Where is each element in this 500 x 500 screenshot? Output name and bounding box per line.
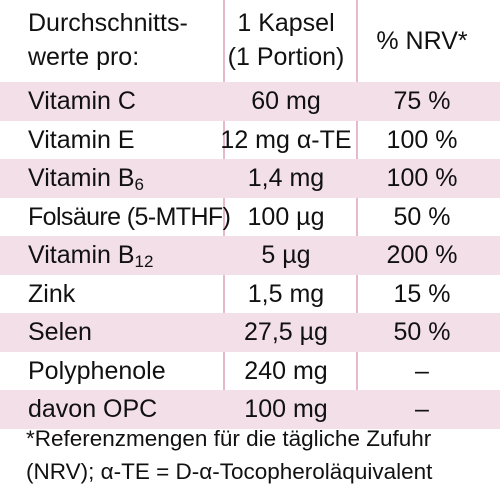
nutrient-nrv: 50 % (393, 202, 451, 231)
footnote-line-2: (NRV); α-TE = D-α-Tocopheroläquivalent (26, 459, 433, 484)
nutrient-name: Selen (28, 318, 92, 346)
table-row: Vitamin E 12 mg α-TE 100 % (0, 121, 500, 160)
nutrient-amount: 1,5 mg (247, 279, 325, 308)
table-row: Vitamin B6 1,4 mg 100 % (0, 159, 500, 198)
header-nutrient-column: Durchschnitts- werte pro: (28, 6, 228, 74)
nutrient-name: Zink (28, 279, 76, 308)
footnote-line-1: *Referenzmengen für die tägliche Zufuhr (26, 426, 432, 451)
nutrient-subscript: 12 (134, 252, 154, 271)
nutrient-name: Vitamin B12 (28, 241, 154, 271)
nutrient-amount: 240 mg (244, 356, 328, 385)
nutrient-amount: 5 µg (261, 241, 311, 269)
nutrient-name: Folsäure (5-MTHF) (28, 202, 231, 231)
nutrient-subscript: 6 (134, 175, 144, 194)
nutrient-nrv: 100 % (386, 164, 458, 192)
header-amount-column: 1 Kapsel (1 Portion) (218, 6, 354, 74)
table-row: Selen 27,5 µg 50 % (0, 313, 500, 352)
header-col1-line2: werte pro: (28, 43, 140, 71)
table-row: Vitamin C 60 mg 75 % (0, 82, 500, 121)
header-nrv-column: % NRV* (376, 27, 468, 55)
nutrition-table: Durchschnitts- werte pro: 1 Kapsel (1 Po… (0, 0, 500, 429)
nutrient-name: Vitamin C (28, 87, 136, 115)
nutrient-name: Vitamin E (28, 125, 135, 154)
nutrient-name: davon OPC (28, 395, 158, 423)
nutrient-name: Vitamin B6 (28, 164, 144, 194)
nutrient-nrv: 200 % (386, 241, 458, 269)
nutrient-nrv: 15 % (393, 279, 451, 308)
table-header: Durchschnitts- werte pro: 1 Kapsel (1 Po… (0, 0, 500, 82)
nutrient-amount: 27,5 µg (244, 318, 328, 346)
nutrient-amount: 12 mg α-TE (220, 125, 352, 154)
column-divider-1 (223, 0, 225, 422)
table-row: Vitamin B12 5 µg 200 % (0, 236, 500, 275)
table-row: Polyphenole 240 mg – (0, 352, 500, 391)
nutrient-amount: 100 µg (247, 202, 325, 231)
nutrient-name: Polyphenole (28, 356, 166, 385)
nutrient-amount: 100 mg (244, 395, 328, 423)
footnote: *Referenzmengen für die tägliche Zufuhr … (26, 422, 496, 488)
nutrient-amount: 60 mg (251, 87, 321, 115)
nutrient-nrv: 50 % (393, 318, 451, 346)
header-col2-line2: (1 Portion) (227, 43, 345, 71)
table-row: davon OPC 100 mg – (0, 390, 500, 429)
nutrient-nrv: – (415, 356, 429, 385)
nutrient-amount: 1,4 mg (247, 164, 325, 192)
nutrient-nrv: 100 % (386, 125, 458, 154)
header-col1-line1: Durchschnitts- (28, 9, 188, 37)
nutrient-nrv: – (415, 395, 429, 423)
header-col2-line1: 1 Kapsel (237, 9, 335, 37)
table-row: Folsäure (5-MTHF) 100 µg 50 % (0, 198, 500, 237)
column-divider-2 (356, 0, 358, 422)
nutrient-nrv: 75 % (393, 87, 451, 115)
table-row: Zink 1,5 mg 15 % (0, 275, 500, 314)
